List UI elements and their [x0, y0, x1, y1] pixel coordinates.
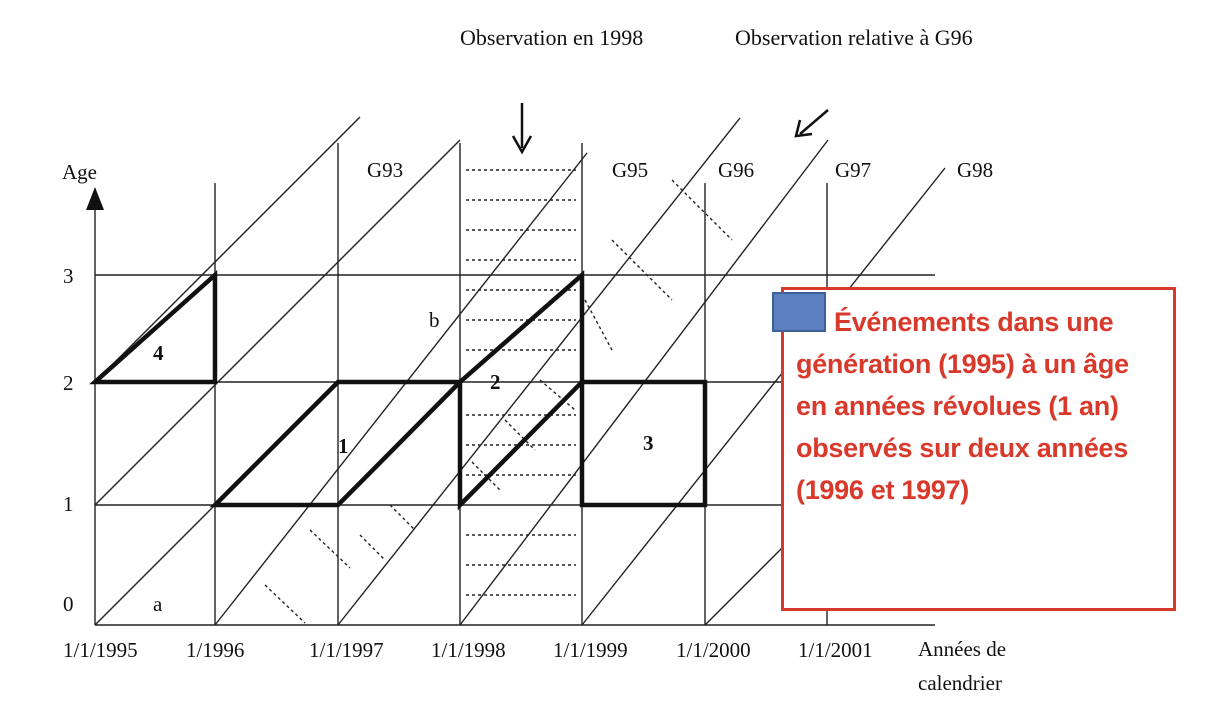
x-tick-label: 1/1/2001 [798, 638, 873, 662]
region-2-shape [457, 270, 585, 511]
highlighted-regions [89, 269, 708, 511]
y-tick-label: 0 [63, 592, 74, 616]
y-axis-title: Age [62, 160, 97, 184]
point-b-label: b [429, 308, 440, 332]
generation-label: G95 [612, 158, 648, 182]
life-line [337, 117, 741, 626]
callout-box: Événements dans une génération (1995) à … [772, 287, 1176, 611]
header-observation-1998: Observation en 1998 [460, 25, 643, 50]
header-observation-g96: Observation relative à G96 [735, 25, 973, 50]
life-line [94, 116, 361, 383]
region-2-label: 2 [490, 370, 501, 394]
generation-label: G98 [957, 158, 993, 182]
life-line [214, 152, 588, 626]
x-tick-label: 1/1/1995 [63, 638, 138, 662]
generation-label: G93 [367, 158, 403, 182]
dotted-hatching [264, 169, 733, 624]
life-line [704, 544, 786, 626]
generation-label: G97 [835, 158, 871, 182]
legend-swatch [772, 292, 826, 332]
region-3-shape [579, 379, 708, 508]
life-line [581, 167, 946, 626]
x-tick-label: 1/1/1999 [553, 638, 628, 662]
life-line [94, 139, 461, 506]
y-tick-label: 1 [63, 492, 74, 516]
region-3-label: 3 [643, 431, 654, 455]
y-axis-arrow-icon [86, 187, 104, 210]
region-1-label: 1 [338, 434, 349, 458]
x-axis-title-line1: Années de [918, 637, 1006, 661]
point-a-label: a [153, 592, 163, 616]
x-tick-label: 1/1/1997 [309, 638, 384, 662]
observation-arrows [511, 103, 829, 155]
region-4-label: 4 [153, 341, 164, 365]
y-tick-label: 2 [63, 371, 74, 395]
region-4-shape [89, 269, 218, 385]
y-tick-label: 3 [63, 264, 74, 288]
arrow-diagonal-icon [799, 109, 829, 135]
generation-label: G96 [718, 158, 754, 182]
x-tick-label: 1/1/2000 [676, 638, 751, 662]
x-tick-label: 1/1996 [186, 638, 244, 662]
x-axis-title-line2: calendrier [918, 671, 1002, 695]
x-tick-label: 1/1/1998 [431, 638, 506, 662]
callout-text: Événements dans une génération (1995) à … [796, 307, 1129, 505]
